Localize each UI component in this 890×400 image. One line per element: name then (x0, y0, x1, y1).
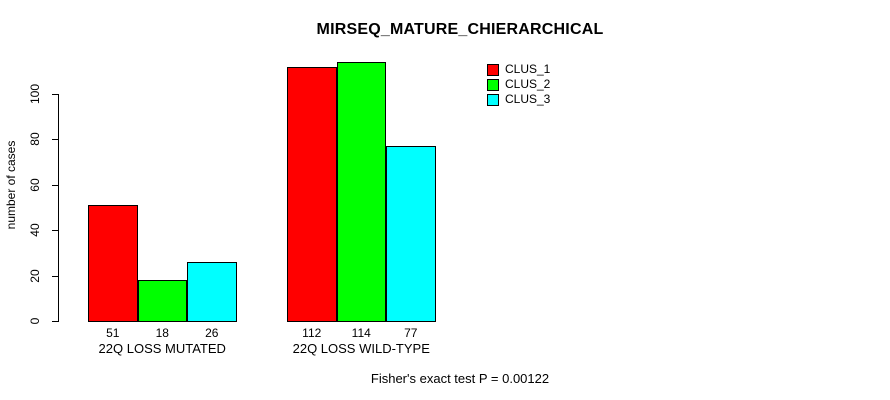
y-axis-tick (52, 230, 58, 232)
y-axis-tick (52, 94, 58, 95)
legend-label: CLUS_2 (505, 77, 551, 91)
bar-value-label: 18 (155, 326, 169, 340)
y-axis-tick (52, 275, 58, 277)
legend-item: CLUS_3 (487, 92, 550, 107)
footnote: Fisher's exact test P = 0.00122 (370, 371, 550, 386)
bar-clus_1-1 (88, 205, 138, 322)
legend-swatch (487, 78, 499, 91)
bar-value-label: 51 (106, 326, 120, 340)
bar-clus_3-2 (386, 146, 436, 322)
bar-clus_2-1 (137, 280, 187, 322)
chart-title: MIRSEQ_MATURE_CHIERARCHICAL (316, 21, 604, 38)
legend-label: CLUS_3 (505, 92, 551, 106)
bar-clus_1-2 (287, 66, 337, 322)
legend: CLUS_1 CLUS_2 CLUS_3 (487, 62, 550, 107)
bar-value-label: 112 (302, 326, 322, 340)
y-axis-label: number of cases (4, 140, 18, 230)
legend-item: CLUS_2 (487, 77, 550, 92)
category-label: 22Q LOSS WILD-TYPE (292, 341, 430, 356)
legend-item: CLUS_1 (487, 62, 550, 77)
y-axis-line (58, 94, 59, 322)
legend-swatch (487, 93, 499, 106)
bar-value-label: 26 (205, 326, 219, 340)
legend-swatch (487, 63, 499, 76)
bar-value-label: 77 (404, 326, 418, 340)
y-axis-tick (52, 321, 58, 322)
y-axis-tick (52, 139, 58, 141)
y-axis-tick-label: 100 (28, 83, 42, 105)
y-axis-tick (52, 184, 58, 186)
bar-clus_3-1 (187, 261, 237, 322)
bar-value-label: 114 (351, 326, 371, 340)
legend-label: CLUS_1 (505, 62, 551, 76)
category-label: 22Q LOSS MUTATED (98, 341, 226, 356)
bar-clus_2-2 (336, 62, 386, 322)
